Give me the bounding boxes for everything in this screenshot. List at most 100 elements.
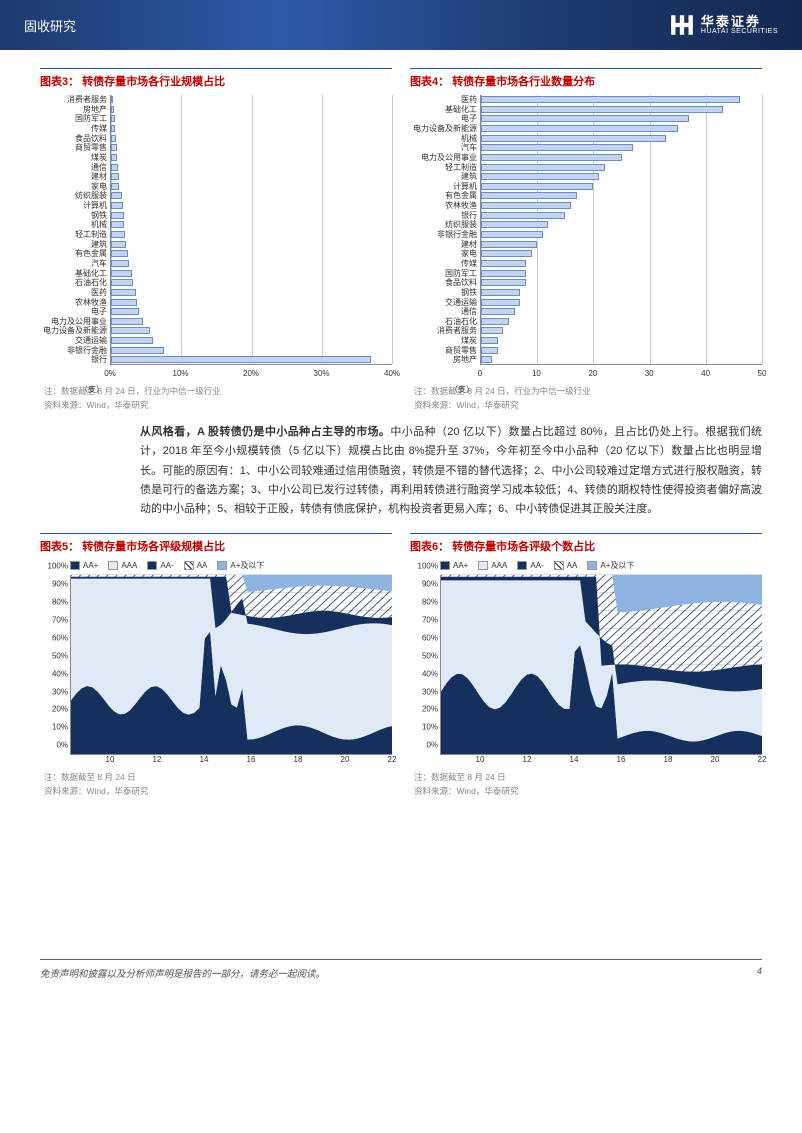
x-tick: 10 [106,755,115,764]
chart5-plot: 0%10%20%30%40%50%60%70%80%90%100% [70,575,392,755]
bar [481,164,605,171]
bar [111,299,137,306]
bar [111,347,164,354]
legend-label: AAA [121,561,137,570]
bar [481,279,526,286]
legend-label: AA [567,561,578,570]
legend-label: AA+ [83,561,98,570]
x-tick: 14 [570,755,579,764]
y-tick: 10% [422,723,438,732]
chart6-note: 注：数据截至 8 月 24 日 [414,771,762,783]
bar [481,241,537,248]
bar [481,192,577,199]
y-tick: 0% [56,741,68,750]
chart3-source: 资料来源：Wind，华泰研究 [44,399,392,411]
legend-label: A+及以下 [230,560,264,571]
x-tick: 16 [617,755,626,764]
bar [481,144,633,151]
y-tick: 50% [422,651,438,660]
y-tick: 20% [52,705,68,714]
bar [111,212,124,219]
legend-label: AA+ [453,561,468,570]
bar [111,318,143,325]
page-content: 图表3： 转债存量市场各行业规模占比 消费者服务房地产国防军工传媒食品饮料商贸零… [0,50,802,819]
brand-logo: 华泰证券 HUATAI SECURITIES [669,12,778,38]
bar [481,327,503,334]
y-tick: 60% [422,633,438,642]
chart6-title: 图表6： 转债存量市场各评级个数占比 [410,533,762,554]
chart5-title: 图表5： 转债存量市场各评级规模占比 [40,533,392,554]
legend-item: A+及以下 [587,560,634,571]
area-svg [441,575,762,754]
logo-text-en: HUATAI SECURITIES [701,28,778,35]
bar [481,106,723,113]
legend-swatch [587,561,597,570]
bar [481,337,498,344]
legend-swatch [517,561,527,570]
chart-row-top: 图表3： 转债存量市场各行业规模占比 消费者服务房地产国防军工传媒食品饮料商贸零… [40,68,762,411]
legend-swatch [554,561,564,570]
x-tick: 16 [247,755,256,764]
x-unit: （支） [80,384,104,395]
chart6-legend: AA+AAAAA-AAA+及以下 [440,560,762,571]
bar [111,250,128,257]
legend-item: AAA [478,561,507,570]
y-tick: 50% [52,651,68,660]
bar [111,96,113,103]
bar [111,202,123,209]
y-tick: 80% [422,598,438,607]
bar [111,135,116,142]
bar [481,308,515,315]
bar [111,356,371,363]
bar [481,221,548,228]
x-tick: 20 [588,369,597,378]
legend-item: AA [554,561,578,570]
body-paragraph: 从风格看，A 股转债仍是中小品种占主导的市场。中小品种（20 亿以下）数量占比超… [140,423,762,519]
bar-label: 房地产 [453,354,477,365]
y-tick: 90% [422,580,438,589]
chart4-source: 资料来源：Wind，华泰研究 [414,399,762,411]
bar [111,327,150,334]
bar [111,289,136,296]
chart6-xaxis: 10121416182022 [480,755,762,769]
page-footer: 免责声明和披露以及分析师声明是报告的一部分，请务必一起阅读。 4 [40,959,762,986]
x-tick: 12 [153,755,162,764]
x-tick: 10% [172,369,188,378]
bar [481,347,498,354]
legend-item: AAA [108,561,137,570]
chart6-plot: 0%10%20%30%40%50%60%70%80%90%100% [440,575,762,755]
bar [111,221,124,228]
chart4-title: 图表4： 转债存量市场各行业数量分布 [410,68,762,89]
chart4-plot: 医药基础化工电子电力设备及新能源机械汽车电力及公用事业轻工制造建筑计算机有色金属… [480,95,762,365]
legend-label: AA [197,561,208,570]
x-unit: （支） [450,384,474,395]
x-tick: 30% [313,369,329,378]
legend-label: A+及以下 [600,560,634,571]
legend-item: AA+ [440,561,468,570]
bar [111,144,117,151]
chart6-source: 资料来源：Wind，华泰研究 [414,785,762,797]
x-tick: 22 [388,755,397,764]
bar [481,135,666,142]
x-tick: 10 [532,369,541,378]
bar [111,241,126,248]
bar [481,96,740,103]
legend-item: AA- [147,561,173,570]
x-tick: 22 [758,755,767,764]
bar [111,106,114,113]
bar-label: 银行 [91,354,107,365]
bar [481,173,599,180]
y-tick: 40% [52,669,68,678]
legend-label: AAA [491,561,507,570]
chart5-source: 资料来源：Wind，华泰研究 [44,785,392,797]
bar [481,250,532,257]
bar [111,337,153,344]
bar [111,260,129,267]
x-tick: 14 [200,755,209,764]
body-rest: 中小品种（20 亿以下）数量占比超过 80%，且占比仍处上行。根据我们统计，20… [140,426,762,515]
y-tick: 100% [48,562,68,571]
legend-swatch [147,561,157,570]
footer-disclaimer: 免责声明和披露以及分析师声明是报告的一部分，请务必一起阅读。 [40,966,325,980]
legend-swatch [108,561,118,570]
bar [111,154,117,161]
